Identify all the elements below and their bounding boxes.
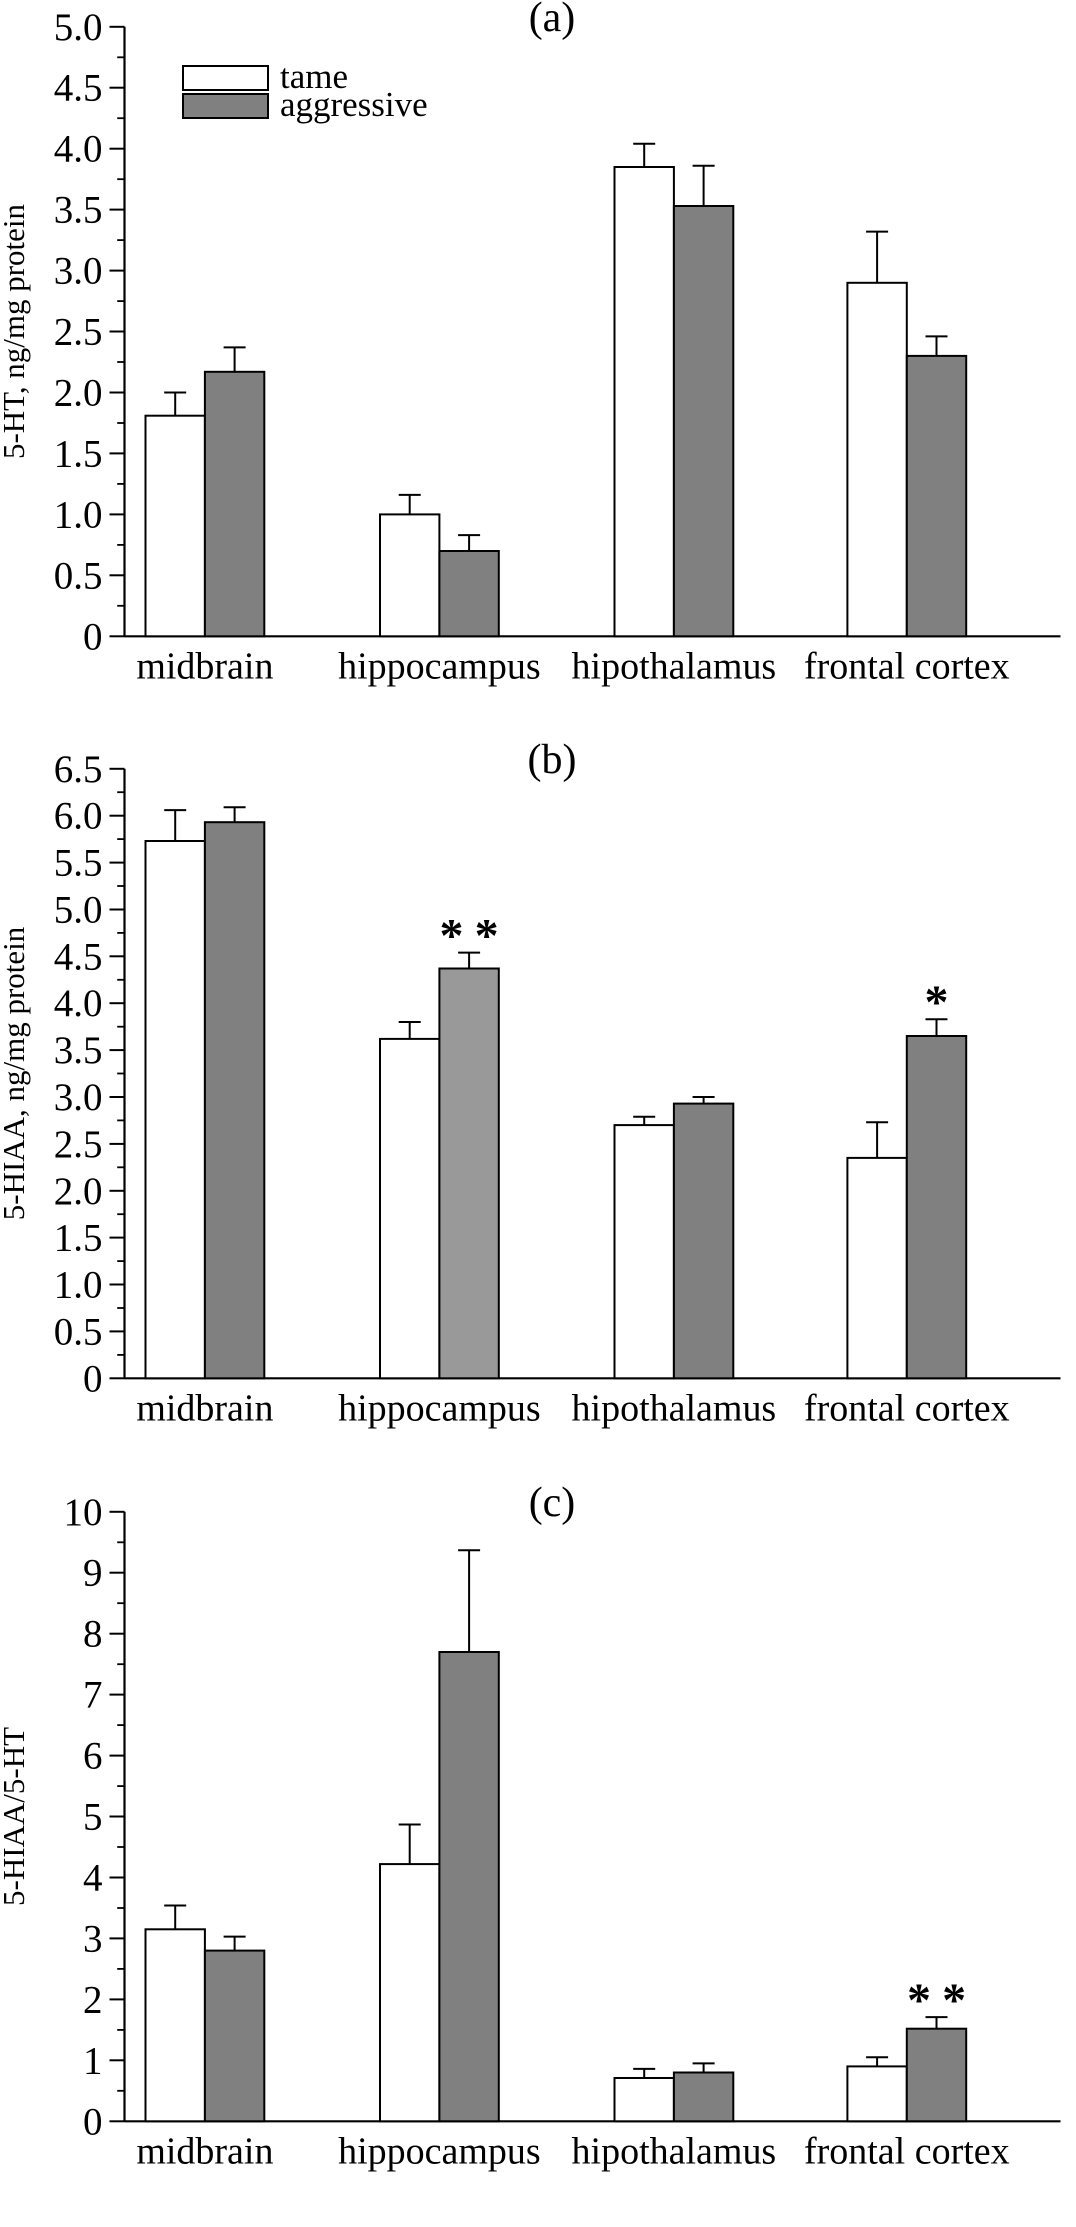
svg-text:5.0: 5.0 (54, 6, 103, 49)
svg-text:0: 0 (83, 615, 103, 658)
svg-text:7: 7 (83, 1673, 103, 1716)
svg-text:5.5: 5.5 (54, 842, 103, 885)
svg-text:8: 8 (83, 1612, 103, 1655)
svg-text:4.0: 4.0 (54, 983, 103, 1026)
svg-text:6: 6 (83, 1734, 103, 1777)
svg-text:5.0: 5.0 (54, 889, 103, 932)
svg-text:5-HIAA, ng/mg protein: 5-HIAA, ng/mg protein (0, 927, 31, 1221)
svg-text:1.0: 1.0 (54, 1264, 103, 1307)
svg-text:3.0: 3.0 (54, 1076, 103, 1119)
svg-text:10: 10 (64, 1490, 103, 1533)
svg-text:4.5: 4.5 (54, 936, 103, 979)
svg-text:hipothalamus: hipothalamus (572, 1388, 777, 1430)
svg-text:hipothalamus: hipothalamus (572, 2130, 777, 2172)
svg-text:3.5: 3.5 (54, 1029, 103, 1072)
svg-text:6.0: 6.0 (54, 795, 103, 838)
svg-text:*: * (942, 1974, 966, 2027)
svg-text:hippocampus: hippocampus (338, 645, 541, 687)
svg-text:4.0: 4.0 (54, 128, 103, 171)
svg-text:frontal cortex: frontal cortex (804, 1388, 1010, 1430)
svg-text:frontal cortex: frontal cortex (804, 2130, 1010, 2172)
svg-text:9: 9 (83, 1551, 103, 1594)
svg-text:aggressive: aggressive (280, 85, 428, 124)
svg-text:midbrain: midbrain (136, 1388, 273, 1430)
svg-text:1: 1 (83, 2039, 103, 2082)
svg-text:6.5: 6.5 (54, 748, 103, 791)
svg-text:5-HIAA/5-HT: 5-HIAA/5-HT (0, 1727, 31, 1906)
svg-text:5-HT, ng/mg protein: 5-HT, ng/mg protein (0, 203, 31, 459)
svg-text:3.5: 3.5 (54, 189, 103, 232)
svg-text:hipothalamus: hipothalamus (572, 645, 777, 687)
svg-text:0: 0 (83, 2100, 103, 2143)
svg-text:0: 0 (83, 1358, 103, 1401)
svg-text:hippocampus: hippocampus (338, 2130, 541, 2172)
svg-text:3.0: 3.0 (54, 250, 103, 293)
svg-text:2.0: 2.0 (54, 1170, 103, 1213)
svg-text:2.0: 2.0 (54, 371, 103, 414)
svg-text:(a): (a) (529, 0, 576, 41)
svg-text:4: 4 (83, 1856, 103, 1899)
svg-text:midbrain: midbrain (136, 2130, 273, 2172)
svg-text:0.5: 0.5 (54, 554, 103, 597)
svg-text:2.5: 2.5 (54, 1123, 103, 1166)
svg-text:*: * (440, 910, 464, 963)
svg-text:midbrain: midbrain (136, 645, 273, 687)
svg-text:4.5: 4.5 (54, 67, 103, 110)
svg-text:(c): (c) (529, 1485, 576, 1526)
svg-text:5: 5 (83, 1795, 103, 1838)
svg-text:*: * (907, 1974, 931, 2027)
svg-text:1.5: 1.5 (54, 1217, 103, 1260)
svg-text:2.5: 2.5 (54, 310, 103, 353)
svg-text:1.5: 1.5 (54, 432, 103, 475)
svg-text:2: 2 (83, 1978, 103, 2021)
svg-text:hippocampus: hippocampus (338, 1388, 541, 1430)
svg-text:1.0: 1.0 (54, 493, 103, 536)
svg-text:(b): (b) (528, 742, 577, 783)
svg-text:*: * (924, 977, 948, 1030)
svg-text:3: 3 (83, 1917, 103, 1960)
svg-text:0.5: 0.5 (54, 1311, 103, 1354)
svg-text:frontal cortex: frontal cortex (804, 645, 1010, 687)
svg-text:*: * (475, 910, 499, 963)
